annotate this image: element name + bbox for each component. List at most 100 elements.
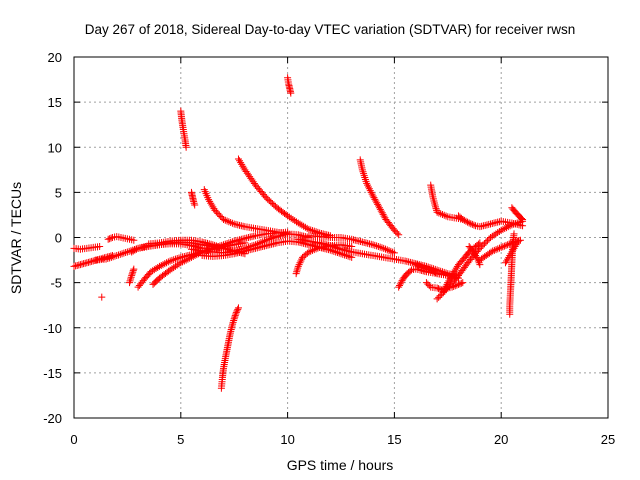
data-point — [470, 221, 478, 229]
data-point — [360, 170, 368, 178]
data-point — [234, 305, 242, 313]
data-point — [510, 244, 518, 252]
data-point — [421, 264, 429, 272]
data-point — [442, 212, 450, 220]
data-point — [497, 243, 505, 251]
data-point — [435, 285, 443, 293]
data-point — [128, 270, 136, 278]
data-point — [441, 284, 449, 292]
data-point — [378, 244, 386, 252]
data-point — [268, 199, 276, 207]
data-point — [364, 181, 372, 189]
data-point — [171, 255, 179, 263]
data-point — [239, 162, 247, 170]
data-point — [294, 262, 302, 270]
data-point — [415, 262, 423, 270]
data-point — [182, 256, 190, 264]
data-point — [182, 143, 190, 151]
y-tick-label: -10 — [43, 321, 62, 336]
data-point — [234, 304, 242, 312]
x-tick-label: 0 — [70, 432, 77, 447]
data-point — [262, 194, 270, 202]
data-point — [387, 247, 395, 255]
data-point — [412, 261, 420, 269]
data-point — [330, 243, 338, 251]
data-point — [418, 263, 426, 271]
data-point — [98, 293, 106, 301]
data-point — [372, 197, 380, 205]
x-tick-label: 10 — [280, 432, 294, 447]
data-point — [122, 249, 130, 257]
data-point — [228, 322, 236, 330]
series-arc-ah — [98, 293, 106, 301]
data-point — [204, 246, 211, 254]
series-arc-m — [187, 188, 199, 209]
data-point — [497, 226, 505, 234]
data-point — [237, 159, 245, 167]
data-point — [375, 204, 383, 212]
data-point — [436, 292, 444, 300]
data-point — [492, 230, 500, 238]
data-point — [376, 243, 384, 251]
data-point — [373, 242, 381, 250]
data-point — [107, 234, 115, 242]
data-point — [487, 234, 495, 241]
data-point — [499, 225, 507, 233]
y-tick-label: 20 — [48, 50, 62, 65]
data-point — [227, 218, 235, 226]
data-point — [438, 210, 446, 218]
data-point — [116, 250, 124, 258]
data-point — [468, 220, 476, 228]
series-arc-ab — [454, 212, 527, 231]
data-point — [225, 239, 233, 247]
data-point — [451, 266, 459, 274]
data-point — [454, 280, 462, 288]
data-point — [307, 226, 315, 234]
data-point — [231, 313, 239, 321]
data-point — [367, 188, 375, 196]
y-tick-label: -5 — [50, 276, 62, 291]
data-point — [170, 256, 178, 264]
data-point — [433, 208, 441, 216]
data-point — [519, 222, 527, 230]
series-arc-t — [305, 232, 398, 257]
data-point — [483, 237, 491, 245]
data-point — [382, 245, 389, 253]
data-point — [309, 227, 317, 235]
data-point — [104, 235, 112, 243]
data-point — [229, 320, 237, 328]
data-point — [285, 213, 293, 221]
data-point — [440, 211, 448, 219]
data-point — [488, 232, 496, 240]
series-arc-y — [427, 181, 467, 223]
data-point — [193, 251, 201, 259]
data-point — [312, 228, 320, 236]
data-point — [173, 261, 181, 269]
data-point — [179, 258, 187, 266]
data-point — [232, 310, 240, 318]
data-point — [268, 234, 276, 242]
data-point — [240, 164, 248, 172]
y-tick-label: -20 — [43, 411, 62, 426]
data-point — [366, 187, 374, 195]
data-point — [430, 268, 438, 276]
data-point — [504, 223, 512, 231]
data-point — [510, 230, 518, 238]
data-point — [445, 277, 453, 285]
data-point — [393, 229, 401, 237]
data-point — [447, 273, 455, 281]
data-point — [128, 248, 136, 256]
data-point — [443, 280, 451, 288]
data-point — [287, 89, 295, 97]
y-tick-label: 10 — [48, 140, 62, 155]
data-point — [419, 264, 427, 272]
data-point — [377, 207, 385, 215]
data-point — [363, 179, 371, 187]
data-point — [494, 229, 502, 237]
data-point — [270, 201, 278, 209]
data-point — [490, 231, 498, 239]
data-point — [127, 275, 135, 283]
data-point — [234, 155, 242, 163]
data-point — [424, 280, 432, 288]
